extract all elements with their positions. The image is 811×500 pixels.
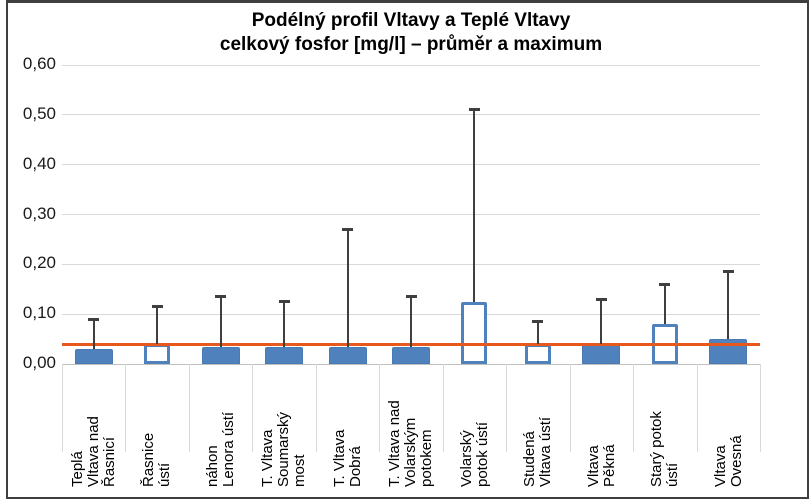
chart-title: Podélný profil Vltavy a Teplé Vltavy cel… [219,10,603,56]
category-separator [252,364,254,452]
x-axis-line [62,363,760,365]
error-bar-cap [151,305,163,309]
error-bar-line [219,296,222,347]
bar-filled [582,344,621,364]
error-bar-line [92,319,95,350]
error-bar-line [727,271,730,340]
bar-hollow [461,301,488,364]
error-bar-cap [532,320,544,324]
y-axis-tick-label: 0,10 [22,303,56,323]
y-axis-tick-label: 0,00 [22,353,56,372]
error-bar-cap [215,295,227,299]
error-bar-cap [659,282,671,286]
x-axis-category-label: Řasnice ústí [125,367,188,489]
x-axis-category-text: Vltava Ovesná [711,435,745,487]
bar-filled [328,346,367,364]
category-separator [62,364,63,452]
x-axis-category-text: T. Vltava nad Volarským potokem [385,400,435,487]
error-bar-line [410,296,412,347]
bar-filled [201,346,240,364]
bar-filled [74,349,113,364]
x-axis-category-label: Starý potok ústí [633,367,696,489]
x-axis-category-text: náhon Lenora ústí [203,411,237,487]
gridline [62,263,760,265]
gridline [62,64,760,66]
error-bar-cap [405,295,417,299]
x-axis-category-label: Teplá Vltava nad Řasnicí [62,367,125,489]
category-separator [633,364,635,452]
category-separator [506,364,508,452]
chart-border [6,0,809,499]
category-separator [188,364,190,452]
x-axis-category-text: Studená Vltava ústí [520,416,554,487]
error-bar-cap [722,270,734,274]
y-axis-tick-label: 0,50 [22,103,56,123]
x-axis-category-text: Teplá Vltava nad Řasnicí [68,416,118,487]
x-axis-category-label: náhon Lenora ústí [189,367,252,489]
x-axis-category-text: Vltava Pěkná [584,444,618,487]
x-axis-category-label: Volarský potok ústí [443,367,506,489]
y-axis-tick-label: 0,40 [22,153,56,173]
error-bar-cap [342,227,354,231]
x-axis-category-text: Starý potok ústí [647,411,681,487]
category-separator [442,364,444,452]
x-axis-category-label: T. Vltava nad Volarským potokem [379,367,442,489]
error-bar-cap [468,108,480,112]
error-bar-line [600,299,603,345]
error-bar-cap [278,300,290,304]
category-separator [379,364,381,452]
bar-hollow [144,344,171,364]
y-axis-tick-label: 0,20 [22,253,56,273]
gridline [62,114,760,116]
gridline [62,214,760,215]
bar-filled [265,346,304,364]
error-bar-cap [88,317,100,321]
gridline [62,164,760,166]
error-bar-line [346,229,349,347]
y-axis-tick-label: 0,60 [22,54,56,73]
x-axis-category-text: Volarský potok ústí [457,421,491,487]
category-separator [569,364,571,452]
x-axis-category-text: T. Vltava Soumarský most [259,411,309,487]
x-axis-category-label: Vltava Pěkná [570,367,633,489]
category-separator [696,364,698,452]
x-axis-category-text: T. Vltava Dobrá [330,429,364,487]
y-axis-tick-label: 0,30 [22,203,56,223]
bar-filled [392,346,430,364]
x-axis-category-label: T. Vltava Dobrá [316,367,379,489]
x-axis-category-label: Vltava Ovesná [697,367,760,489]
category-separator [125,364,127,452]
error-bar-line [663,284,666,325]
bar-hollow [524,344,551,364]
category-separator [315,364,317,452]
error-bar-line [283,301,286,347]
x-axis-category-label: Studená Vltava ústí [506,367,569,489]
error-bar-line [156,306,159,345]
error-bar-line [536,321,539,345]
category-separator [760,364,761,452]
x-axis-category-label: T. Vltava Soumarský most [252,367,315,489]
error-bar-cap [595,297,607,301]
error-bar-line [473,109,476,302]
x-axis-category-text: Řasnice ústí [140,432,174,487]
